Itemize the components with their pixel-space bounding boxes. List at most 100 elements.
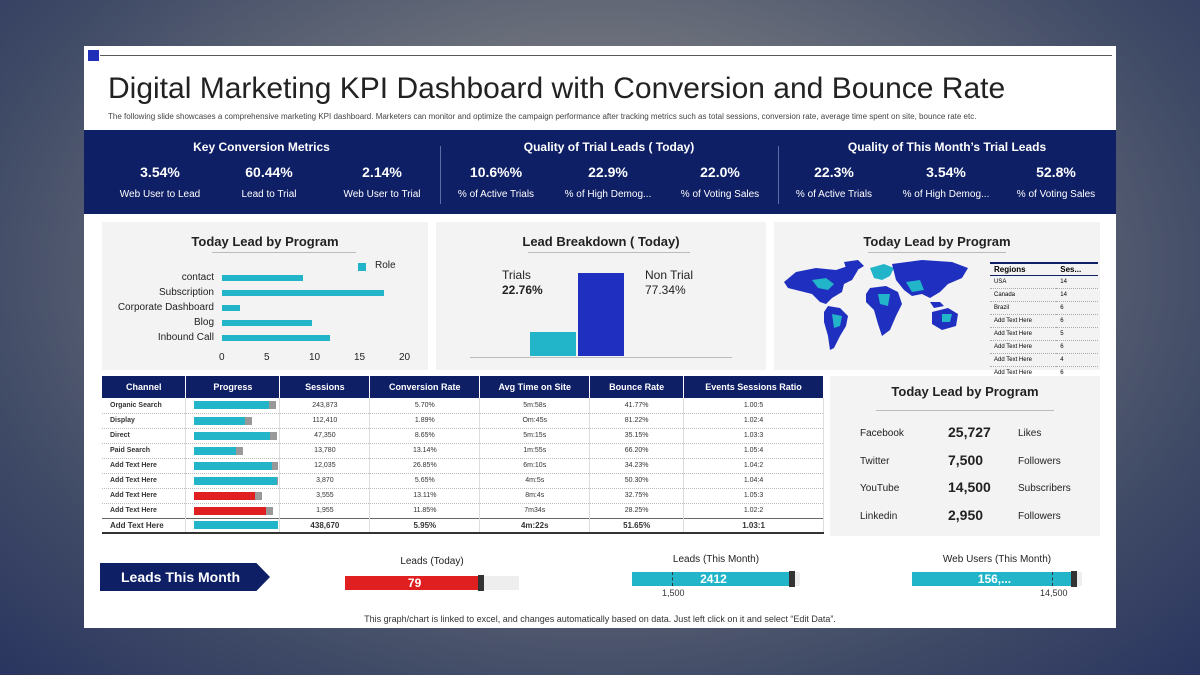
region-sessions: 4 (1056, 353, 1098, 367)
title-rule (212, 252, 356, 253)
usa-shape (812, 278, 834, 290)
region-name: Add Text Here (990, 327, 1057, 341)
channel-name: Display (102, 413, 187, 429)
kpi-label: % of Active Trials (457, 189, 535, 200)
cell-sessions: 438,670 (279, 517, 371, 534)
cell-sessions: 112,410 (279, 413, 371, 429)
channel-name: Direct (102, 428, 187, 444)
gauge-value: 2412 (700, 572, 727, 586)
progress-fill (194, 446, 237, 455)
corner-square (88, 50, 99, 61)
cell-time: Om:45s (479, 413, 591, 429)
region-row: USA 14 (990, 275, 1098, 289)
social-row: Linkedin 2,950 Followers (860, 507, 1100, 527)
social-row: Twitter 7,500 Followers (860, 452, 1100, 472)
legend-label: Role (375, 260, 396, 271)
social-network: Twitter (860, 455, 890, 467)
region-name: Canada (990, 288, 1057, 302)
social-unit: Likes (1018, 428, 1042, 439)
leads-this-month-tag: Leads This Month (100, 563, 270, 591)
top-rule (100, 55, 1112, 56)
kpi-group-trial-month: Quality of This Month’s Trial Leads 22.3… (778, 130, 1116, 214)
channel-name: Paid Search (102, 443, 187, 459)
channel-name: Add Text Here (102, 517, 187, 534)
progress-bar (194, 416, 278, 425)
kpi-item: 3.54% Web User to Lead (104, 164, 216, 200)
cell-ratio: 1.00:5 (683, 398, 824, 414)
gauge-track: 2412 (632, 571, 800, 587)
target-mark (672, 572, 673, 586)
progress-cell (185, 413, 281, 429)
table-row: Add Text Here 12,035 26.85% 6m:10s 34.23% 1.0… (102, 458, 824, 474)
kpi-label: % of High Demog... (564, 189, 652, 200)
bar (222, 275, 303, 281)
cell-ratio: 1.02:2 (683, 503, 824, 519)
table-row: Direct 47,350 8.65% 5m:15s 35.15% 1.03:3 (102, 428, 824, 444)
kpi-item: 52.8% % of Voting Sales (1000, 164, 1112, 200)
social-panel: Today Lead by Program (830, 376, 1100, 536)
kpi-label: % of Voting Sales (680, 189, 760, 200)
world-map (784, 260, 968, 350)
cell-time: 5m:58s (479, 398, 591, 414)
cell-sessions: 13,780 (279, 443, 371, 459)
title-rule (868, 252, 1006, 253)
social-row: YouTube 14,500 Subscribers (860, 479, 1100, 499)
kpi-label: % of Active Trials (795, 189, 873, 200)
progress-bar (194, 521, 279, 530)
slide: Digital Marketing KPI Dashboard with Con… (84, 46, 1116, 628)
cell-time: 7m34s (479, 503, 591, 519)
region-name: Brazil (990, 301, 1057, 315)
cell-time: 6m:10s (479, 458, 591, 474)
gauge-fill: 156,... (912, 572, 1077, 586)
kpi-item: 22.0% % of Voting Sales (664, 164, 776, 200)
cell-bounce: 66.20% (589, 443, 685, 459)
kpi-value: 60.44% (245, 164, 293, 180)
non-trial-label: Non Trial (645, 268, 694, 282)
kpi-value: 3.54% (140, 164, 180, 180)
channel-table: Channel Progress Sessions Conversion Rate Av… (102, 376, 824, 534)
brazil-shape (832, 314, 842, 328)
gauge-tick-label: 14,500 (1040, 588, 1068, 598)
kpi-label: % of Voting Sales (1016, 189, 1096, 200)
category-label: contact (181, 272, 214, 283)
cell-conv: 5.65% (369, 473, 481, 489)
column-header: Progress (185, 376, 281, 398)
baseline (470, 357, 732, 358)
gauge-value: 79 (407, 576, 422, 590)
progress-bar (194, 401, 278, 410)
panel-title: Today Lead by Program (863, 234, 1011, 249)
x-tick-label: 0 (219, 352, 225, 363)
kpi-label: Web User to Lead (119, 189, 201, 200)
region-name: Add Text Here (990, 353, 1057, 367)
column-header: Events Sessions Ratio (683, 376, 824, 398)
gauge-title: Web Users (This Month) (942, 554, 1052, 565)
bar (222, 290, 384, 296)
greenland-shape (844, 260, 864, 272)
kpi-value: 3.54% (926, 164, 966, 180)
progress-fill (194, 461, 272, 470)
table-total-row: Add Text Here 438,670 5.95% 4m:22s 51.65% 1.0… (102, 517, 824, 534)
progress-fill (194, 506, 266, 515)
cell-sessions: 3,555 (279, 488, 371, 504)
cell-conv: 13.14% (369, 443, 481, 459)
progress-cell (185, 517, 281, 534)
breakdown-bar (530, 331, 576, 356)
cell-bounce: 41.77% (589, 398, 685, 414)
kpi-value: 22.9% (588, 164, 628, 180)
sessions-header: Ses... (1056, 262, 1098, 276)
cell-bounce: 50.30% (589, 473, 685, 489)
region-sessions: 5 (1056, 327, 1098, 341)
kpi-value: 22.3% (814, 164, 854, 180)
africa-shape (866, 286, 902, 336)
cell-conv: 5.95% (369, 517, 481, 534)
cell-ratio: 1.04:2 (683, 458, 824, 474)
kpi-label: Lead to Trial (241, 189, 297, 200)
cell-time: 5m:15s (479, 428, 591, 444)
target-mark (1052, 572, 1053, 586)
social-row: Facebook 25,727 Likes (860, 424, 1100, 444)
progress-bar (194, 431, 278, 440)
region-row: Add Text Here 6 (990, 340, 1098, 354)
progress-cell (185, 398, 281, 414)
kpi-label: Web User to Trial (343, 189, 421, 200)
lead-breakdown-panel: Lead Breakdown ( Today) Trials 22.76% No… (436, 222, 766, 370)
